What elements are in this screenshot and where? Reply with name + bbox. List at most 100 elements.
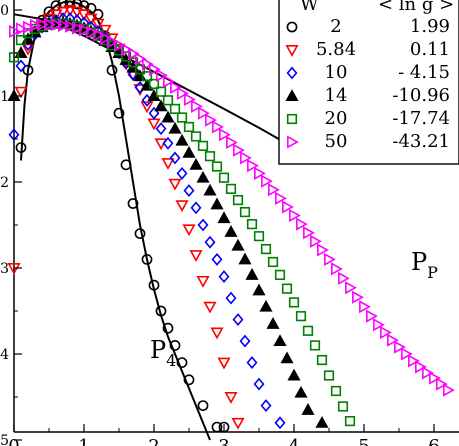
data-point [246,219,258,230]
y-tick-label: 5 [0,433,9,446]
data-point [394,340,406,354]
data-point [259,299,273,312]
data-point [135,52,147,66]
data-point [49,9,63,22]
data-point [210,197,224,210]
data-point [162,136,174,150]
x-tick-label: 0 [8,436,19,446]
data-point [148,106,160,120]
series-w-50 [9,18,455,397]
data-point [268,183,280,197]
legend-mean-value: -10.96 [392,85,450,106]
data-point [225,183,237,194]
data-point [191,99,203,113]
data-point [344,415,356,427]
data-point [274,416,286,430]
x-tick-label: 5 [358,436,369,446]
series-w-2 [15,0,230,433]
data-point [296,217,308,231]
data-point [9,24,21,39]
legend-w-value: 2 [330,16,341,37]
data-point [169,103,181,114]
data-point [156,68,168,82]
data-point [204,235,216,249]
data-point [183,374,195,386]
x-tick-label: 3 [218,436,229,446]
x-tick-label: 4 [288,436,299,446]
y-tick-label: 4 [0,347,9,363]
y-tick-label: 1 [0,89,9,105]
legend: W < ln g > 2 1.99 5.84 0.11 10 - 4.15 14 -10.96… [278,0,459,165]
data-point [162,95,174,106]
data-point [175,133,189,146]
data-point [183,121,195,133]
data-point [106,64,118,76]
data-point [120,159,132,171]
data-point [65,19,77,33]
data-point [44,18,56,32]
legend-w-value: 20 [325,108,348,129]
data-point [141,71,153,82]
data-point [218,270,230,284]
data-point [21,43,35,56]
data-point [30,18,42,33]
data-point [58,18,70,33]
data-point [197,400,209,411]
legend-mean-value: -43.21 [392,131,450,152]
legend-marker [285,45,299,57]
data-point [282,200,294,214]
data-point [225,291,237,305]
data-point [224,392,238,404]
data-point [128,47,140,61]
data-point [211,252,223,266]
data-point [266,317,280,329]
data-point [288,297,300,308]
y-tick-label: 3 [0,261,9,277]
data-point [211,421,223,433]
y-tick-label: 2 [0,175,9,191]
data-point [323,370,335,381]
data-point [161,158,175,170]
data-point [161,110,175,123]
data-point [197,140,209,151]
legend-w-value: 50 [325,131,348,152]
data-point [210,327,224,340]
legend-w-value: 10 [325,62,348,83]
data-point [310,234,322,248]
legend-rows: 2 1.99 5.84 0.11 10 - 4.15 14 -10.96 20 -17.74 50 -… [285,16,450,152]
data-point [196,275,210,288]
data-point [316,354,328,366]
data-point [162,322,174,334]
annotation-p4: P4 [150,336,176,370]
data-point [23,20,35,34]
data-point [64,0,76,8]
data-point [15,34,27,46]
data-point [203,301,217,314]
y-tick-label: 0 [0,3,9,19]
data-point [127,57,139,68]
data-point [275,191,287,205]
data-point [182,224,196,237]
data-point [190,201,202,215]
legend-header-w: W [300,0,319,15]
legend-mean-value: 1.99 [410,16,450,37]
data-point [415,360,427,374]
data-point [43,6,55,18]
data-point [155,122,167,136]
data-point [226,135,238,149]
data-point [170,80,182,94]
legend-w-value: 5.84 [316,39,356,60]
data-point [176,166,188,180]
data-point [245,268,259,280]
data-point [168,178,182,191]
data-point [317,243,329,257]
data-point [217,211,231,224]
data-point [345,281,357,295]
data-point [15,142,27,153]
data-point [203,183,217,196]
data-point [352,290,364,304]
data-point [176,112,188,123]
data-point [204,151,216,162]
data-point [273,334,287,347]
